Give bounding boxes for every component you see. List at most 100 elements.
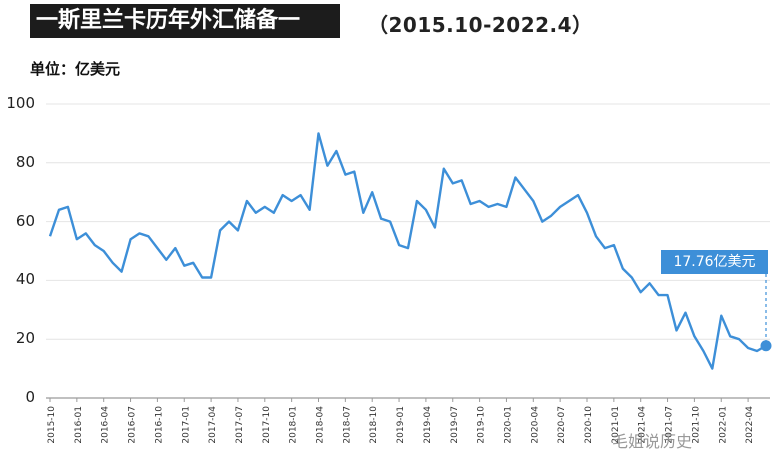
y-tick-label: 60 xyxy=(15,211,35,230)
y-tick-label: 20 xyxy=(15,329,35,348)
x-tick-label: 2019-04 xyxy=(423,406,433,444)
data-point xyxy=(273,212,275,214)
data-point xyxy=(67,206,69,208)
data-point xyxy=(76,238,78,240)
data-point xyxy=(756,350,758,352)
data-point xyxy=(120,270,122,272)
data-point xyxy=(165,259,167,261)
x-tick-label: 2017-10 xyxy=(262,406,272,444)
chart-subtitle: （2015.10-2022.4） xyxy=(368,13,593,37)
x-tick-label: 2019-07 xyxy=(450,406,460,444)
x-tick-label: 2016-01 xyxy=(74,406,84,444)
data-point xyxy=(657,294,659,296)
data-point xyxy=(738,338,740,340)
data-point xyxy=(138,232,140,234)
data-point xyxy=(586,212,588,214)
x-tick-label: 2022-01 xyxy=(718,406,728,444)
data-point xyxy=(416,200,418,202)
y-tick-label: 80 xyxy=(15,152,35,171)
data-point xyxy=(613,244,615,246)
x-tick-label: 2022-04 xyxy=(745,406,755,444)
x-tick-label: 2021-04 xyxy=(638,406,648,444)
data-point xyxy=(228,220,230,222)
data-point xyxy=(264,206,266,208)
data-point xyxy=(720,314,722,316)
data-point xyxy=(111,262,113,264)
data-point xyxy=(434,226,436,228)
data-point xyxy=(640,291,642,293)
data-point xyxy=(353,170,355,172)
data-point xyxy=(299,194,301,196)
data-point xyxy=(577,194,579,196)
data-point xyxy=(478,200,480,202)
data-point xyxy=(58,209,60,211)
data-point xyxy=(308,209,310,211)
data-point xyxy=(326,165,328,167)
data-point xyxy=(407,247,409,249)
data-point xyxy=(702,350,704,352)
x-tick-label: 2018-01 xyxy=(289,406,299,444)
data-point xyxy=(371,191,373,193)
data-point xyxy=(344,173,346,175)
data-point xyxy=(94,244,96,246)
x-tick-label: 2018-10 xyxy=(369,406,379,444)
data-point xyxy=(505,206,507,208)
x-tick-label: 2019-01 xyxy=(396,406,406,444)
data-point xyxy=(147,235,149,237)
data-point xyxy=(550,215,552,217)
data-point xyxy=(487,206,489,208)
y-tick-label: 0 xyxy=(25,388,35,406)
data-point xyxy=(201,276,203,278)
data-point xyxy=(183,265,185,267)
last-value-callout: 17.76亿美元 xyxy=(661,250,768,274)
x-tick-label: 2015-10 xyxy=(47,406,57,444)
x-tick-label: 2018-04 xyxy=(316,406,326,444)
data-point xyxy=(675,329,677,331)
x-tick-label: 2021-10 xyxy=(691,406,701,444)
data-point xyxy=(648,282,650,284)
data-point xyxy=(174,247,176,249)
x-tick-label: 2020-07 xyxy=(557,406,567,444)
y-tick-label: 40 xyxy=(15,270,35,289)
x-tick-label: 2016-04 xyxy=(101,406,111,444)
data-point xyxy=(559,206,561,208)
data-point xyxy=(219,229,221,231)
y-tick-label: 100 xyxy=(6,94,35,112)
x-tick-label: 2020-10 xyxy=(584,406,594,444)
data-point xyxy=(461,179,463,181)
x-tick-label: 2019-10 xyxy=(477,406,487,444)
data-point xyxy=(246,200,248,202)
data-point xyxy=(237,229,239,231)
data-point xyxy=(452,182,454,184)
data-point xyxy=(666,294,668,296)
data-point xyxy=(425,209,427,211)
data-point xyxy=(523,188,525,190)
data-point xyxy=(604,247,606,249)
x-tick-label: 2017-07 xyxy=(235,406,245,444)
data-point xyxy=(49,235,51,237)
data-point xyxy=(469,203,471,205)
data-point xyxy=(103,250,105,252)
data-point xyxy=(129,238,131,240)
data-point xyxy=(380,217,382,219)
source-watermark: 毛姐说历史 xyxy=(612,432,693,451)
data-point xyxy=(290,200,292,202)
data-point xyxy=(532,200,534,202)
x-tick-label: 2018-07 xyxy=(342,406,352,444)
data-point xyxy=(541,220,543,222)
data-point xyxy=(443,167,445,169)
data-point xyxy=(496,203,498,205)
data-point xyxy=(210,276,212,278)
data-point xyxy=(389,220,391,222)
data-point xyxy=(729,335,731,337)
data-point xyxy=(282,194,284,196)
data-point xyxy=(747,347,749,349)
data-point xyxy=(85,232,87,234)
data-point xyxy=(255,212,257,214)
data-point xyxy=(631,276,633,278)
data-point xyxy=(317,132,319,134)
data-point xyxy=(568,200,570,202)
data-point xyxy=(622,267,624,269)
data-point xyxy=(156,247,158,249)
